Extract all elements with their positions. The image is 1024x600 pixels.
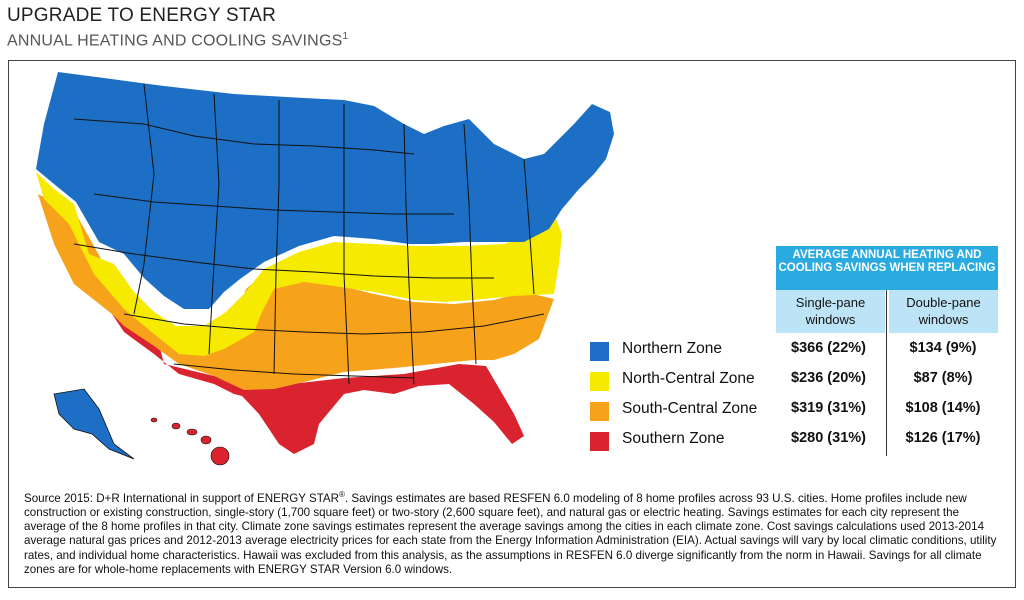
column-header-single-pane: Single-pane windows [776, 290, 885, 333]
source-text-b: . Savings estimates are based RESFEN 6.0… [24, 491, 997, 576]
column-header-double-pane: Double-pane windows [889, 290, 998, 333]
zone-southern-region [112, 314, 524, 454]
hawaii-islands [150, 417, 230, 466]
state-boundaries [73, 83, 545, 385]
swatch-southern [590, 432, 609, 451]
page-subtitle: ANNUAL HEATING AND COOLING SAVINGS1 [7, 31, 348, 50]
double-pane-value: $126 (17%) [905, 430, 981, 446]
us-climate-zone-map [36, 72, 614, 466]
alaska-shape [53, 388, 135, 460]
source-footnote: Source 2015: D+R International in suppor… [24, 488, 1004, 577]
registered-mark: ® [339, 490, 345, 499]
double-pane-value: $108 (14%) [905, 400, 981, 416]
swatch-south-central [590, 402, 609, 421]
legend-row-north-central: North-Central Zone $236 (20%) $87 (8%) [580, 367, 1000, 395]
column-separator [886, 290, 887, 456]
page-title: UPGRADE TO ENERGY STAR [7, 5, 277, 26]
swatch-northern [590, 342, 609, 361]
single-pane-value: $366 (22%) [791, 340, 866, 356]
single-pane-value: $280 (31%) [791, 430, 866, 446]
content-frame [8, 60, 1016, 588]
legend-row-southern: Southern Zone $280 (31%) $126 (17%) [580, 427, 1000, 455]
source-text-a: Source 2015: D+R International in suppor… [24, 491, 340, 505]
single-pane-value: $319 (31%) [791, 400, 866, 416]
swatch-north-central [590, 372, 609, 391]
zone-north-central-region [36, 172, 562, 356]
legend-row-northern: Northern Zone $366 (22%) $134 (9%) [580, 337, 1000, 365]
subtitle-footnote: 1 [342, 31, 349, 42]
zone-label: North-Central Zone [622, 370, 755, 387]
zone-northern-region [36, 72, 614, 309]
zone-label: South-Central Zone [622, 400, 758, 417]
legend-row-south-central: South-Central Zone $319 (31%) $108 (14%) [580, 397, 1000, 425]
double-pane-value: $87 (8%) [913, 370, 973, 386]
savings-table-heading: AVERAGE ANNUAL HEATING AND COOLING SAVIN… [776, 246, 998, 290]
double-pane-value: $134 (9%) [909, 340, 977, 356]
zone-label: Southern Zone [622, 430, 725, 447]
zone-label: Northern Zone [622, 340, 722, 357]
single-pane-value: $236 (20%) [791, 370, 866, 386]
subtitle-text: ANNUAL HEATING AND COOLING SAVINGS [7, 32, 343, 50]
